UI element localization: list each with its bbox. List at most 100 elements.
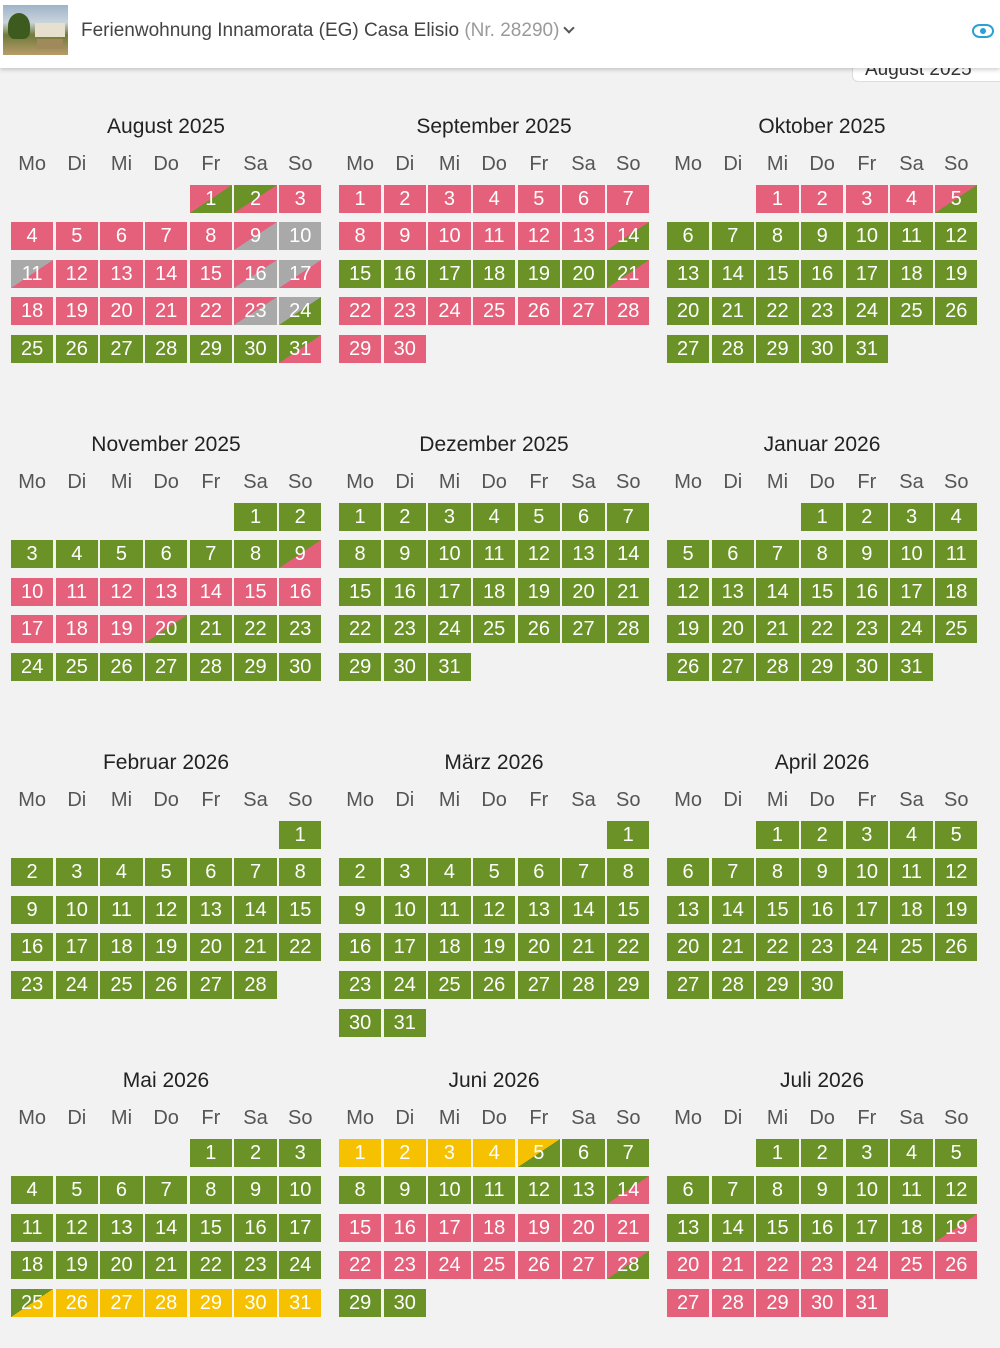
day-cell[interactable]: 13 [562, 1176, 605, 1205]
day-cell[interactable]: 16 [801, 259, 844, 288]
day-cell[interactable]: 30 [234, 1288, 277, 1317]
day-cell[interactable]: 21 [711, 1251, 754, 1280]
day-cell[interactable]: 10 [55, 895, 98, 924]
day-cell[interactable]: 14 [189, 577, 232, 606]
day-cell[interactable]: 24 [55, 970, 98, 999]
day-cell[interactable]: 4 [473, 1138, 516, 1167]
day-cell[interactable]: 5 [100, 540, 143, 569]
day-cell[interactable]: 23 [234, 1251, 277, 1280]
day-cell[interactable]: 21 [756, 615, 799, 644]
day-cell[interactable]: 13 [562, 222, 605, 251]
day-cell[interactable]: 11 [935, 540, 978, 569]
day-cell[interactable]: 19 [517, 259, 560, 288]
day-cell[interactable]: 30 [383, 652, 426, 681]
day-cell[interactable]: 27 [517, 970, 560, 999]
day-cell[interactable]: 8 [339, 540, 382, 569]
day-cell[interactable]: 1 [756, 820, 799, 849]
day-cell[interactable]: 13 [667, 1213, 710, 1242]
day-cell[interactable]: 16 [234, 259, 277, 288]
day-cell[interactable]: 7 [562, 858, 605, 887]
day-cell[interactable]: 12 [55, 1213, 98, 1242]
day-cell[interactable]: 15 [756, 1213, 799, 1242]
day-cell[interactable]: 10 [11, 577, 54, 606]
day-cell[interactable]: 7 [607, 502, 650, 531]
day-cell[interactable]: 27 [562, 297, 605, 326]
day-cell[interactable]: 4 [890, 820, 933, 849]
day-cell[interactable]: 2 [279, 502, 322, 531]
day-cell[interactable]: 22 [756, 1251, 799, 1280]
day-cell[interactable]: 23 [383, 615, 426, 644]
day-cell[interactable]: 22 [279, 933, 322, 962]
day-cell[interactable]: 1 [339, 184, 382, 213]
day-cell[interactable]: 6 [189, 858, 232, 887]
day-cell[interactable]: 2 [234, 1138, 277, 1167]
day-cell[interactable]: 10 [845, 222, 888, 251]
day-cell[interactable]: 13 [711, 577, 754, 606]
day-cell[interactable]: 18 [890, 259, 933, 288]
day-cell[interactable]: 11 [473, 540, 516, 569]
day-cell[interactable]: 9 [339, 895, 382, 924]
day-cell[interactable]: 9 [845, 540, 888, 569]
day-cell[interactable]: 28 [711, 1288, 754, 1317]
day-cell[interactable]: 17 [279, 1213, 322, 1242]
day-cell[interactable]: 7 [189, 540, 232, 569]
day-cell[interactable]: 11 [55, 577, 98, 606]
day-cell[interactable]: 3 [279, 184, 322, 213]
day-cell[interactable]: 25 [473, 615, 516, 644]
day-cell[interactable]: 18 [890, 1213, 933, 1242]
day-cell[interactable]: 9 [801, 222, 844, 251]
day-cell[interactable]: 25 [890, 297, 933, 326]
day-cell[interactable]: 2 [801, 184, 844, 213]
day-cell[interactable]: 3 [11, 540, 54, 569]
day-cell[interactable]: 17 [428, 259, 471, 288]
day-cell[interactable]: 30 [339, 1008, 382, 1037]
day-cell[interactable]: 19 [517, 1213, 560, 1242]
day-cell[interactable]: 20 [562, 259, 605, 288]
day-cell[interactable]: 18 [473, 577, 516, 606]
day-cell[interactable]: 10 [383, 895, 426, 924]
day-cell[interactable]: 31 [845, 334, 888, 363]
day-cell[interactable]: 17 [428, 577, 471, 606]
day-cell[interactable]: 2 [383, 184, 426, 213]
day-cell[interactable]: 31 [279, 1288, 322, 1317]
day-cell[interactable]: 19 [473, 933, 516, 962]
day-cell[interactable]: 28 [607, 1251, 650, 1280]
day-cell[interactable]: 19 [55, 1251, 98, 1280]
day-cell[interactable]: 20 [189, 933, 232, 962]
day-cell[interactable]: 24 [845, 933, 888, 962]
day-cell[interactable]: 21 [711, 297, 754, 326]
day-cell[interactable]: 17 [383, 933, 426, 962]
day-cell[interactable]: 26 [935, 933, 978, 962]
day-cell[interactable]: 3 [383, 858, 426, 887]
day-cell[interactable]: 27 [189, 970, 232, 999]
day-cell[interactable]: 7 [711, 858, 754, 887]
day-cell[interactable]: 28 [562, 970, 605, 999]
day-cell[interactable]: 3 [890, 502, 933, 531]
day-cell[interactable]: 14 [607, 222, 650, 251]
day-cell[interactable]: 11 [11, 1213, 54, 1242]
day-cell[interactable]: 18 [428, 933, 471, 962]
day-cell[interactable]: 26 [55, 1288, 98, 1317]
day-cell[interactable]: 22 [339, 1251, 382, 1280]
day-cell[interactable]: 21 [607, 1213, 650, 1242]
day-cell[interactable]: 12 [935, 1176, 978, 1205]
day-cell[interactable]: 12 [517, 1176, 560, 1205]
day-cell[interactable]: 28 [189, 652, 232, 681]
day-cell[interactable]: 27 [562, 1251, 605, 1280]
day-cell[interactable]: 8 [607, 858, 650, 887]
day-cell[interactable]: 7 [711, 1176, 754, 1205]
day-cell[interactable]: 27 [100, 1288, 143, 1317]
day-cell[interactable]: 7 [145, 1176, 188, 1205]
day-cell[interactable]: 20 [562, 577, 605, 606]
day-cell[interactable]: 21 [562, 933, 605, 962]
day-cell[interactable]: 19 [935, 1213, 978, 1242]
day-cell[interactable]: 24 [845, 1251, 888, 1280]
day-cell[interactable]: 16 [279, 577, 322, 606]
day-cell[interactable]: 7 [607, 1138, 650, 1167]
day-cell[interactable]: 14 [562, 895, 605, 924]
day-cell[interactable]: 19 [667, 615, 710, 644]
day-cell[interactable]: 3 [279, 1138, 322, 1167]
day-cell[interactable]: 16 [11, 933, 54, 962]
day-cell[interactable]: 2 [845, 502, 888, 531]
day-cell[interactable]: 12 [145, 895, 188, 924]
